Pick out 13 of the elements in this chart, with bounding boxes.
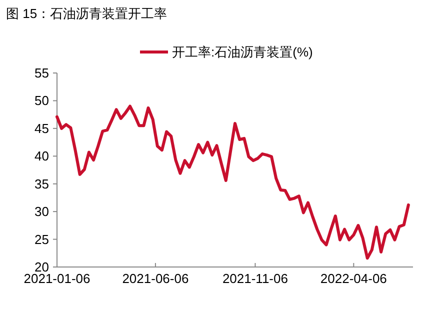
title: 图 15：石油沥青装置开工率	[6, 6, 168, 21]
legend-label: 开工率:石油沥青装置(%)	[172, 44, 313, 60]
y-tick-label: 40	[34, 148, 49, 164]
y-tick-label: 45	[34, 120, 49, 136]
y-tick-label: 50	[34, 93, 49, 108]
y-tick-label: 35	[34, 176, 49, 192]
x-tick-label: 2021-11-06	[222, 271, 288, 286]
x-tick-label: 2021-06-06	[122, 271, 189, 286]
y-tick-label: 55	[34, 66, 49, 80]
y-tick-label: 25	[34, 232, 49, 247]
y-tick-label: 30	[34, 204, 49, 220]
x-tick-label: 2022-04-06	[320, 271, 387, 286]
legend: 开工率:石油沥青装置(%)	[140, 44, 313, 60]
